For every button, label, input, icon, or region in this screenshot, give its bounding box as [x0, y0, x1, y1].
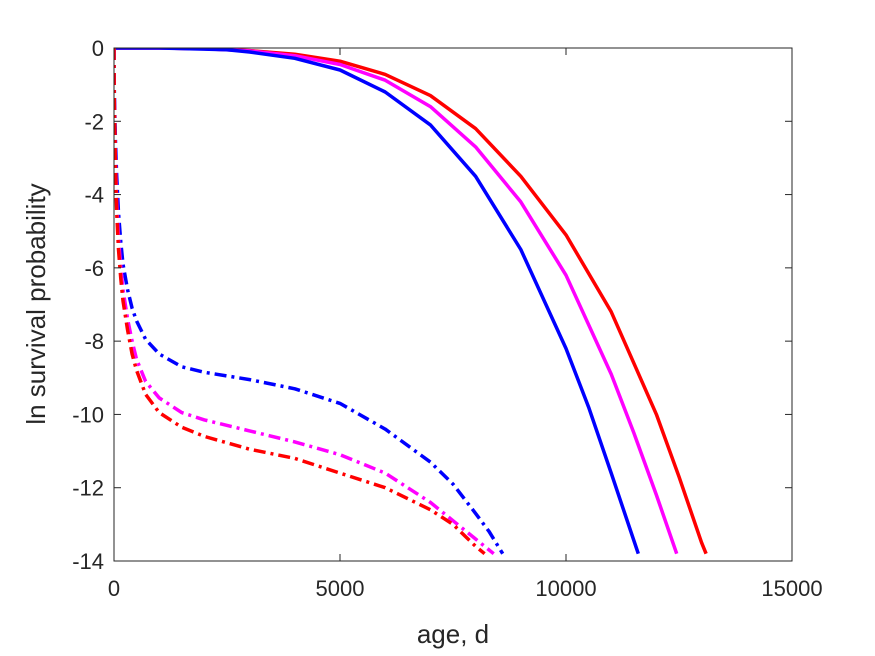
y-tick-label: 0 [92, 36, 104, 61]
series-line-5 [114, 48, 486, 556]
y-tick-label: -8 [84, 329, 104, 354]
y-tick-label: -4 [84, 183, 104, 208]
x-axis-label: age, d [417, 619, 489, 649]
x-tick-label: 0 [108, 576, 120, 601]
x-tick-label: 15000 [761, 576, 822, 601]
y-axis-label: ln survival probability [21, 183, 51, 424]
y-tick-label: -2 [84, 109, 104, 134]
y-tick-label: -14 [72, 549, 104, 574]
ticks-layer [113, 47, 793, 562]
x-tick-labels: 0 5000 10000 15000 [108, 576, 823, 601]
series-layer [114, 48, 708, 556]
y-tick-label: -12 [72, 476, 104, 501]
series-line-3 [114, 48, 505, 555]
series-line-2 [114, 48, 640, 555]
x-tick-label: 10000 [535, 576, 596, 601]
y-tick-labels: 0 -2 -4 -6 -8 -10 -12 -14 [72, 36, 104, 574]
y-tick-label: -10 [72, 402, 104, 427]
y-tick-label: -6 [84, 256, 104, 281]
x-tick-label: 5000 [316, 576, 365, 601]
series-line-0 [114, 48, 708, 555]
series-line-4 [114, 48, 495, 556]
plot-frame [113, 47, 793, 562]
